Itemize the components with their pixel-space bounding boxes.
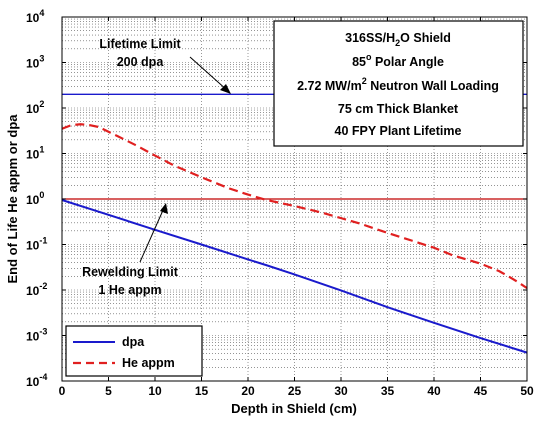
legend-box — [65, 325, 203, 377]
x-ticks: 0 5 10 15 20 25 30 35 40 45 50 — [59, 17, 534, 398]
info-line-2: 85o Polar Angle — [352, 52, 444, 69]
x-tick-label: 15 — [195, 384, 209, 398]
series-group — [61, 123, 528, 354]
info-line-4: 75 cm Thick Blanket — [338, 102, 459, 116]
x-tick-label: 40 — [427, 384, 441, 398]
lifetime-limit-line-1: Lifetime Limit — [99, 37, 181, 51]
y-tick-label: 100 — [26, 190, 44, 207]
x-tick-label: 45 — [474, 384, 488, 398]
y-tick-label: 10-2 — [26, 281, 47, 298]
legend: dpa He appm — [65, 325, 203, 377]
legend-label-he: He appm — [122, 356, 175, 370]
rewelding-limit-line-2: 1 He appm — [98, 283, 161, 297]
legend-label-dpa: dpa — [122, 335, 145, 349]
x-tick-label: 10 — [148, 384, 162, 398]
y-tick-label: 10-4 — [26, 372, 47, 389]
y-tick-label: 101 — [26, 145, 44, 162]
lifetime-limit-line-2: 200 dpa — [117, 55, 165, 69]
rewelding-limit-line-1: Rewelding Limit — [82, 265, 179, 279]
y-tick-label: 10-1 — [26, 236, 47, 253]
y-tick-label: 104 — [26, 8, 44, 25]
y-tick-label: 102 — [26, 99, 44, 116]
rewelding-limit-annotation: Rewelding Limit 1 He appm — [82, 203, 179, 297]
lifetime-limit-arrow — [189, 56, 229, 92]
info-line-5: 40 FPY Plant Lifetime — [335, 124, 462, 138]
x-tick-label: 20 — [241, 384, 255, 398]
info-line-3: 2.72 MW/m2 Neutron Wall Loading — [297, 76, 499, 93]
y-tick-label: 103 — [26, 54, 44, 71]
rewelding-limit-arrowhead — [160, 203, 168, 214]
y-tick-label: 10-3 — [26, 327, 47, 344]
x-tick-label: 50 — [520, 384, 534, 398]
x-tick-label: 0 — [59, 384, 66, 398]
rewelding-limit-arrow — [139, 207, 165, 263]
x-tick-label: 25 — [288, 384, 302, 398]
x-tick-label: 30 — [334, 384, 348, 398]
lifetime-limit-arrowhead — [220, 84, 231, 94]
y-axis-label: End of Life He appm or dpa — [5, 114, 20, 284]
lifetime-limit-annotation: Lifetime Limit 200 dpa — [99, 37, 231, 94]
series-line-he-appm — [61, 123, 528, 290]
info-line-1: 316SS/H2O Shield — [345, 31, 451, 48]
x-axis-label: Depth in Shield (cm) — [231, 401, 357, 416]
x-tick-label: 5 — [105, 384, 112, 398]
info-box: 316SS/H2O Shield 85o Polar Angle 2.72 MW… — [273, 20, 524, 147]
y-ticks: 10-4 10-3 10-2 10-1 100 101 102 103 104 — [26, 8, 527, 389]
series-line-dpa — [61, 199, 528, 354]
x-tick-label: 35 — [381, 384, 395, 398]
